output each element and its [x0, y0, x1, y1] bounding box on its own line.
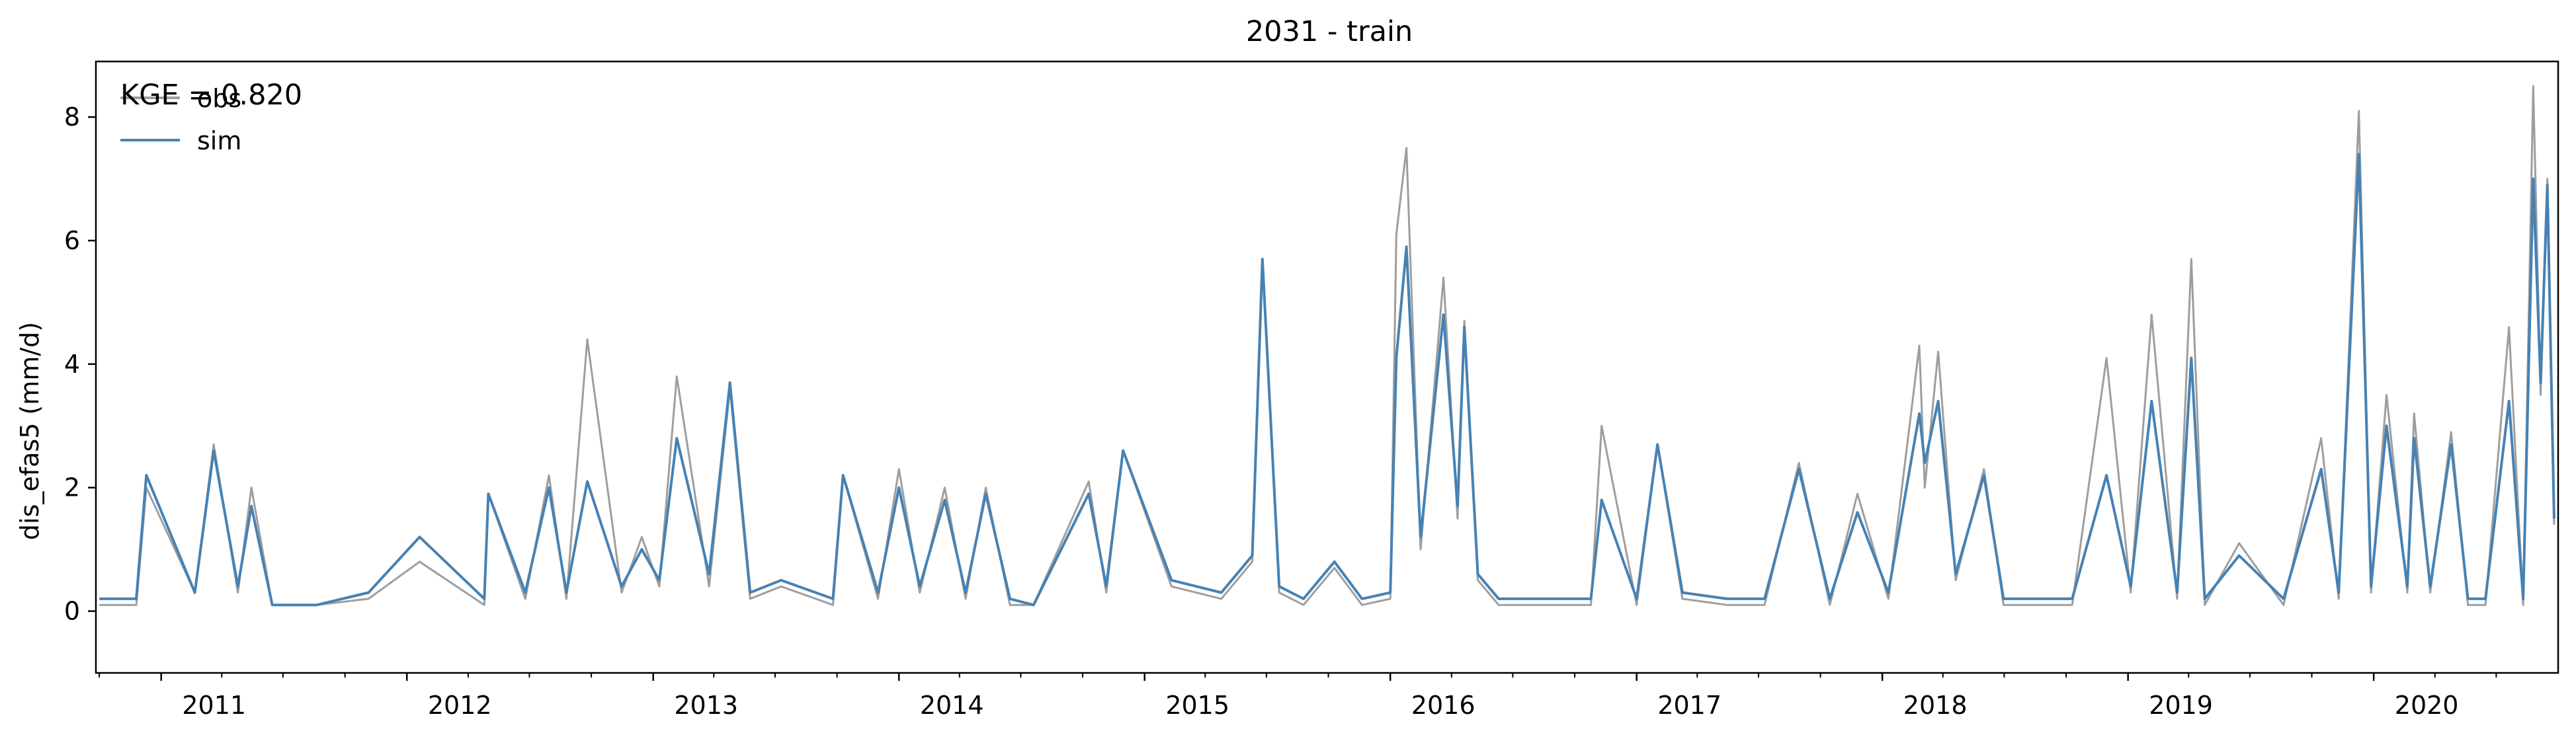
series-layer	[99, 85, 2555, 607]
x-tick-label: 2012	[428, 691, 492, 720]
y-tick-label: 4	[64, 350, 80, 379]
legend: obs sim	[120, 84, 241, 155]
chart-title: 2031 - train	[1246, 15, 1413, 48]
kge-annotation: KGE = 0.820	[120, 79, 302, 112]
series-line-obs	[99, 85, 2555, 606]
x-tick-label: 2018	[1903, 691, 1968, 720]
y-tick-label: 0	[64, 597, 80, 626]
y-tick-label: 2	[64, 473, 80, 502]
x-ticks: 2011 2012 2013 2014 2015 2016 2017 2018 2019 2020	[99, 673, 2497, 720]
x-tick-label: 2019	[2149, 691, 2213, 720]
x-tick-label: 2015	[1165, 691, 1229, 720]
x-tick-label: 2016	[1411, 691, 1475, 720]
y-axis-label: dis_efas5 (mm/d)	[15, 322, 44, 540]
y-tick-label: 8	[64, 102, 80, 132]
x-tick-label: 2011	[182, 691, 246, 720]
x-tick-label: 2017	[1657, 691, 1722, 720]
legend-sim-label: sim	[197, 126, 241, 155]
series-line-sim	[99, 153, 2555, 607]
x-tick-label: 2014	[920, 691, 984, 720]
legend-obs-label: obs	[197, 84, 241, 113]
y-ticks: 0 2 4 6 8	[64, 102, 96, 626]
plot-frame	[95, 60, 2559, 674]
x-tick-label: 2013	[674, 691, 738, 720]
x-tick-label: 2020	[2395, 691, 2459, 720]
y-tick-label: 6	[64, 226, 80, 255]
